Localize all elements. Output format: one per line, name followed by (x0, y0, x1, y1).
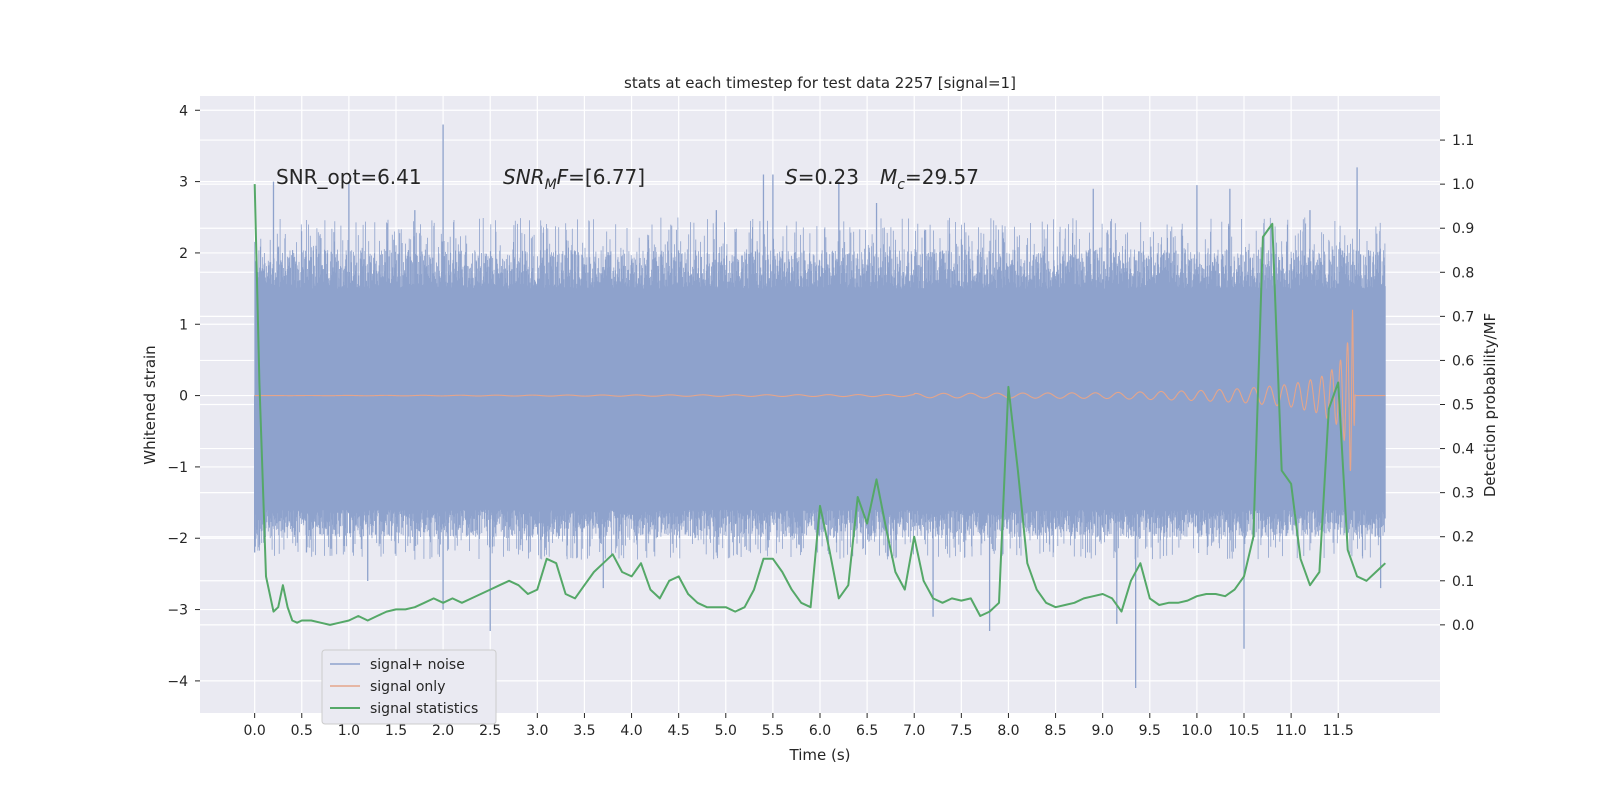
right-y-axis-ticks: 1.1 1.0 0.9 0.8 0.7 0.6 0.5 0.4 0.3 0.2 0.1 0.0 (1440, 133, 1474, 634)
y-tick-label-right: 0.5 (1452, 398, 1474, 414)
x-tick-label: 0.0 (244, 723, 266, 739)
y-tick-label-left: −1 (167, 460, 188, 476)
y-tick-label-left: 4 (179, 103, 188, 119)
snr-mf-rest: F (557, 165, 569, 189)
x-tick-label: 6.0 (809, 723, 831, 739)
y-tick-label-left: 0 (179, 389, 188, 405)
x-tick-label: 1.5 (385, 723, 407, 739)
x-tick-label: 2.5 (479, 723, 501, 739)
y-axis-label-left: Whitened strain (141, 345, 159, 464)
y-tick-label-right: 0.9 (1452, 221, 1474, 237)
x-tick-label: 11.0 (1276, 723, 1307, 739)
snr-mf-value: =[6.77] (568, 165, 645, 189)
x-tick-label: 9.0 (1092, 723, 1114, 739)
x-tick-label: 5.0 (715, 723, 737, 739)
mc-var: M (880, 165, 897, 189)
x-axis-label: Time (s) (789, 746, 851, 764)
legend: signal+ noise signal only signal statist… (321, 649, 497, 725)
y-tick-label-right: 0.2 (1452, 530, 1474, 546)
s-var: S (785, 165, 798, 189)
y-tick-label-left: 1 (179, 317, 188, 333)
annotation-snr-mf: SNRMF=[6.77] (503, 165, 645, 193)
mc-value: =29.57 (905, 165, 979, 189)
x-tick-label: 7.5 (950, 723, 972, 739)
x-tick-label: 1.0 (338, 723, 360, 739)
y-tick-label-left: −2 (167, 531, 188, 547)
x-tick-label: 2.0 (432, 723, 454, 739)
snr-mf-sub: M (545, 177, 557, 193)
x-tick-label: 10.5 (1228, 723, 1259, 739)
annotation-mc: Mc=29.57 (880, 165, 979, 193)
y-tick-label-right: 0.8 (1452, 265, 1474, 281)
y-tick-label-left: −4 (167, 674, 188, 690)
y-tick-label-left: 2 (179, 246, 188, 262)
statistics-line (253, 184, 1386, 626)
y-tick-label-right: 1.1 (1452, 133, 1474, 149)
y-tick-label-right: 0.7 (1452, 309, 1474, 325)
legend-label-signal: signal only (370, 679, 445, 695)
chart-title: stats at each timestep for test data 225… (624, 74, 1016, 92)
x-tick-label: 3.5 (573, 723, 595, 739)
y-tick-label-left: 3 (179, 175, 188, 191)
signal-only-series (254, 309, 1386, 472)
x-tick-label: 8.0 (997, 723, 1019, 739)
x-tick-label: 11.5 (1323, 723, 1354, 739)
signal-statistics-series (253, 184, 1386, 626)
annotation-s: S=0.23 (785, 165, 859, 189)
y-tick-label-right: 0.3 (1452, 486, 1474, 502)
snr-mf-var: SNR (503, 165, 545, 189)
s-value: =0.23 (798, 165, 859, 189)
x-tick-label: 9.5 (1139, 723, 1161, 739)
x-tick-label: 4.5 (668, 723, 690, 739)
legend-label-stats: signal statistics (370, 701, 478, 717)
x-tick-label: 8.5 (1044, 723, 1066, 739)
annotation-snr-opt: SNR_opt=6.41 (276, 165, 422, 189)
y-tick-label-right: 0.4 (1452, 442, 1474, 458)
x-tick-label: 4.0 (620, 723, 642, 739)
legend-label-noise: signal+ noise (370, 657, 465, 673)
y-tick-label-right: 0.1 (1452, 574, 1474, 590)
x-tick-label: 7.0 (903, 723, 925, 739)
x-tick-label: 6.5 (856, 723, 878, 739)
x-tick-label: 0.5 (291, 723, 313, 739)
signal-trace (254, 309, 1386, 472)
x-tick-label: 5.5 (762, 723, 784, 739)
y-tick-label-left: −3 (167, 603, 188, 619)
y-tick-label-right: 0.6 (1452, 353, 1474, 369)
y-tick-label-right: 0.0 (1452, 618, 1474, 634)
legend-box (321, 649, 497, 725)
x-tick-label: 10.0 (1181, 723, 1212, 739)
x-axis-ticks: 0.0 0.5 1.0 1.5 2.0 2.5 3.0 3.5 4.0 4.5 5.0 5.5 6.0 6… (244, 713, 1354, 739)
x-tick-label: 3.0 (526, 723, 548, 739)
y-axis-label-right: Detection probability/MF (1481, 313, 1499, 497)
left-y-axis-ticks: 4 3 2 1 0 −1 −2 −3 −4 (167, 103, 200, 690)
mc-sub: c (897, 177, 905, 193)
signal-plus-noise-series (254, 124, 1386, 689)
y-tick-label-right: 1.0 (1452, 177, 1474, 193)
